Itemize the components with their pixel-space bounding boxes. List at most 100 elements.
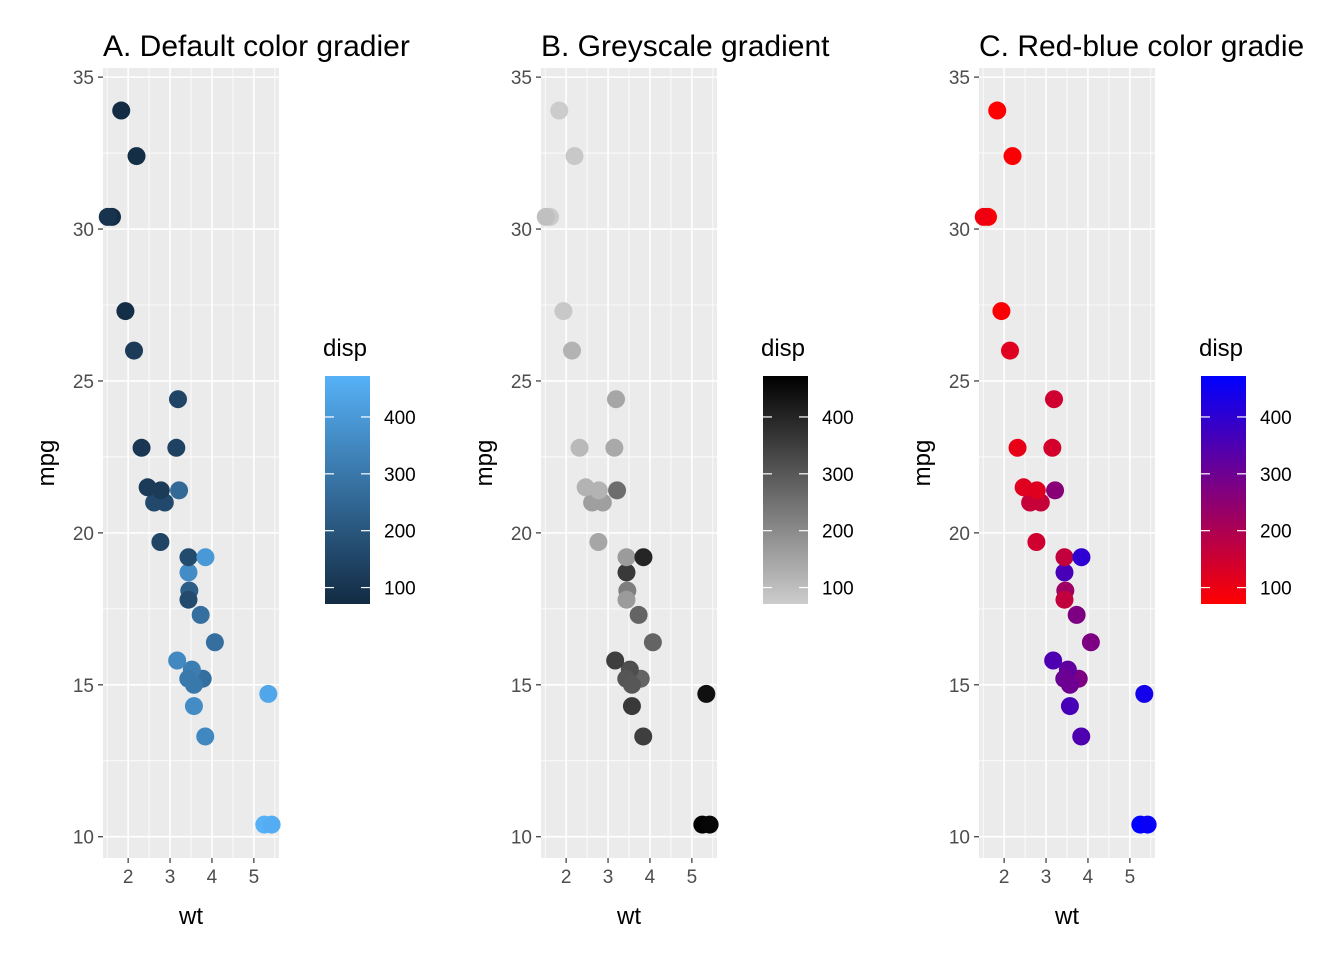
data-point	[169, 390, 188, 409]
data-point	[605, 438, 624, 457]
data-point	[607, 390, 626, 409]
x-axis-label: wt	[616, 903, 641, 930]
data-point	[179, 548, 198, 567]
legend-colorbar	[325, 376, 370, 604]
x-tick-label: 5	[249, 867, 260, 888]
y-tick-label: 20	[949, 524, 970, 545]
y-tick-label: 30	[73, 220, 94, 241]
data-point	[167, 438, 186, 457]
data-point	[1046, 481, 1065, 500]
data-point	[974, 207, 993, 226]
data-point	[151, 533, 170, 551]
x-axis-label: wt	[1054, 903, 1079, 930]
data-point	[1043, 438, 1062, 457]
data-point	[1138, 815, 1157, 834]
data-point	[98, 207, 117, 226]
data-point	[205, 633, 224, 652]
chart-title: B. Greyscale gradient	[541, 30, 830, 63]
panel-c: 2 3 4 5 10 15 20 25 30 35 C. Red-blue color gradie…	[909, 30, 1304, 930]
data-point	[196, 548, 215, 567]
y-tick-label: 15	[949, 676, 970, 697]
data-point	[151, 481, 170, 500]
data-point	[191, 605, 210, 624]
data-point	[259, 684, 278, 703]
legend-tick-label: 100	[1260, 579, 1292, 600]
chart-title: C. Red-blue color gradie	[979, 30, 1304, 63]
x-tick-label: 2	[123, 867, 134, 888]
x-tick-label: 3	[603, 867, 614, 888]
y-tick-label: 30	[511, 220, 532, 241]
data-point	[992, 302, 1011, 321]
data-point	[1008, 438, 1027, 457]
data-point	[1060, 697, 1079, 716]
data-point	[554, 302, 573, 321]
data-point	[127, 147, 146, 166]
data-point	[629, 605, 648, 624]
x-tick-label: 4	[207, 867, 218, 888]
x-tick-label: 2	[999, 867, 1010, 888]
data-point	[1027, 533, 1046, 551]
data-point	[697, 684, 716, 703]
chart-title: A. Default color gradier	[103, 30, 410, 63]
data-point	[1055, 590, 1074, 609]
y-tick-label: 25	[73, 372, 94, 393]
legend-colorbar	[1201, 376, 1246, 604]
data-point	[116, 302, 135, 321]
x-tick-label: 3	[1041, 867, 1052, 888]
x-tick-label: 4	[645, 867, 656, 888]
data-point	[1003, 147, 1022, 166]
data-point	[179, 590, 198, 609]
data-point	[643, 633, 662, 652]
data-point	[550, 101, 569, 120]
x-tick-label: 4	[1083, 867, 1094, 888]
data-point	[606, 651, 625, 670]
data-point	[617, 563, 636, 582]
y-tick-label: 25	[511, 372, 532, 393]
y-tick-label: 10	[511, 828, 532, 849]
data-point	[617, 548, 636, 567]
y-tick-label: 20	[73, 524, 94, 545]
data-point	[1001, 341, 1020, 360]
legend-tick-label: 300	[822, 465, 854, 486]
y-tick-label: 10	[73, 828, 94, 849]
x-tick-label: 5	[687, 867, 698, 888]
y-axis-label: mpg	[33, 440, 60, 487]
y-tick-label: 30	[949, 220, 970, 241]
data-point	[1067, 605, 1086, 624]
data-point	[563, 341, 582, 360]
data-point	[170, 481, 189, 500]
x-axis-label: wt	[178, 903, 203, 930]
legend-tick-label: 100	[822, 579, 854, 600]
y-tick-label: 20	[511, 524, 532, 545]
data-point	[622, 675, 641, 694]
data-point	[168, 651, 187, 670]
y-axis-label: mpg	[471, 440, 498, 487]
x-tick-label: 5	[1125, 867, 1136, 888]
legend-tick-label: 200	[822, 522, 854, 543]
y-axis-label: mpg	[909, 440, 936, 487]
legend-tick-label: 400	[384, 408, 416, 429]
data-point	[1027, 481, 1046, 500]
data-point	[112, 101, 131, 120]
data-point	[622, 697, 641, 716]
data-point	[132, 438, 151, 457]
y-tick-label: 35	[511, 68, 532, 89]
data-point	[1072, 727, 1091, 746]
data-point	[1081, 633, 1100, 652]
x-tick-label: 2	[561, 867, 572, 888]
y-tick-label: 25	[949, 372, 970, 393]
data-point	[565, 147, 584, 166]
legend-title: disp	[323, 335, 367, 362]
legend-tick-label: 300	[384, 465, 416, 486]
legend-tick-label: 200	[1260, 522, 1292, 543]
legend-title: disp	[761, 335, 805, 362]
data-point	[1045, 390, 1064, 409]
data-point	[196, 727, 215, 746]
data-point	[570, 438, 589, 457]
x-tick-label: 3	[165, 867, 176, 888]
data-point	[536, 207, 555, 226]
data-point	[589, 481, 608, 500]
data-point	[1060, 675, 1079, 694]
